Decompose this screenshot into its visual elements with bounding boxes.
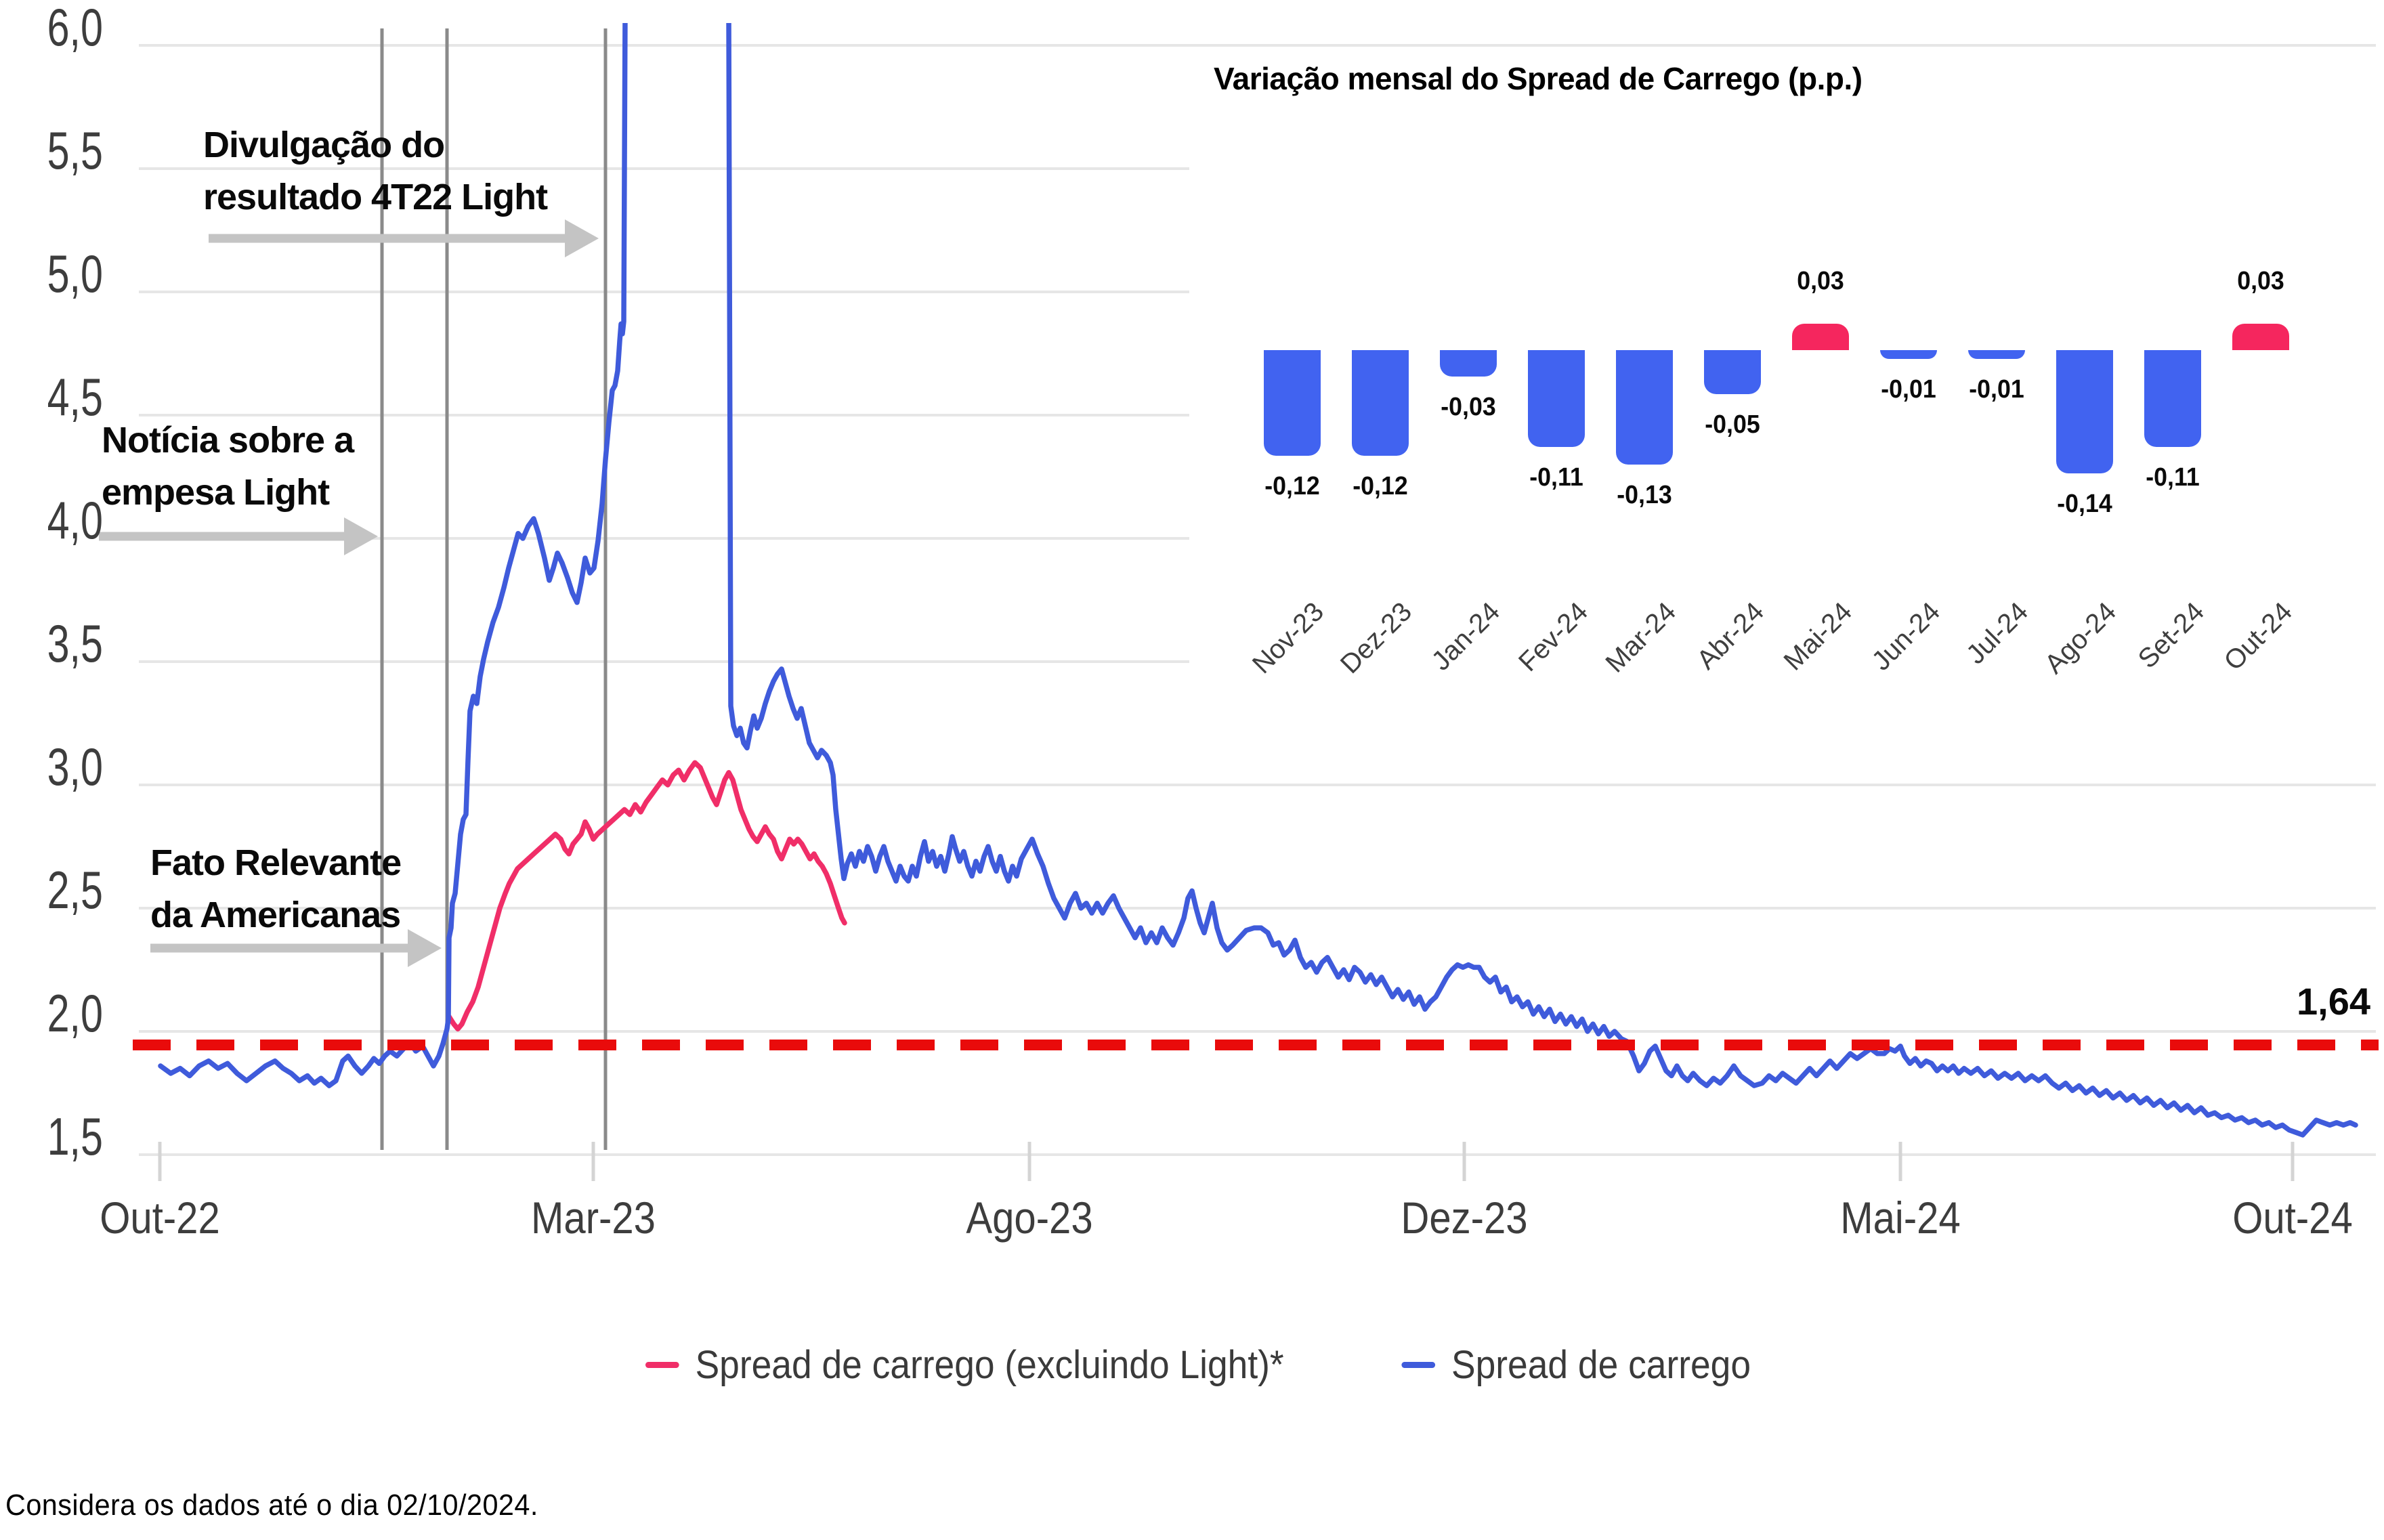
inset-month-label: Fev-24 [1512,597,1594,678]
inset-month-label: Ago-24 [2039,597,2123,680]
inset-month-label: Mar-24 [1600,597,1682,679]
y-axis-label: 6,0 [47,0,103,57]
x-axis-label: Mar-23 [531,1193,656,1243]
x-axis-label: Ago-23 [966,1193,1093,1243]
annotation-arrow-head [408,929,442,967]
inset-bar-Fev-24 [1528,350,1585,447]
annotation-line: Divulgação do [203,125,445,165]
y-axis-label: 4,0 [47,490,103,550]
inset-bar-Abr-24 [1704,350,1761,394]
legend-swatch-blue [1401,1362,1436,1368]
y-axis-label: 2,5 [47,860,103,920]
annotation-noticia-light: Notícia sobre a empesa Light [102,414,354,518]
inset-bar-Out-24 [2232,324,2289,350]
series-pink-excluding-light [446,760,847,1032]
inset-month-label: Set-24 [2132,597,2211,675]
annotation-divulgacao-4t22: Divulgação do resultado 4T22 Light [203,119,548,223]
inset-month-label: Jul-24 [1960,597,2035,670]
inset-bar-value-label: 0,03 [2237,267,2284,295]
y-axis-label: 4,5 [47,367,103,427]
y-axis-label: 5,0 [47,244,103,303]
annotation-line: da Americanas [150,894,401,935]
inset-bar-Set-24 [2144,350,2201,447]
inset-chart-title: Variação mensal do Spread de Carrego (p.… [1214,61,1862,96]
legend-label: Spread de carrego (excluindo Light)* [696,1343,1285,1387]
inset-bar-Nov-23 [1264,350,1321,456]
annotation-arrow-head [344,517,378,555]
inset-month-label: Nov-23 [1246,597,1330,680]
inset-bar-Ago-24 [2056,350,2113,473]
annotation-fato-relevante: Fato Relevante da Americanas [150,837,402,941]
inset-bar-Dez-23 [1352,350,1409,456]
y-axis-label: 3,5 [47,614,103,673]
inset-bar-Jul-24 [1968,350,2025,359]
inset-bar-value-label: -0,01 [1969,375,2024,404]
inset-bar-value-label: -0,14 [2057,490,2112,518]
inset-bar-value-label: -0,11 [2146,463,2200,492]
inset-bar-chart-panel: Variação mensal do Spread de Carrego (p.… [1189,51,2384,779]
annotation-arrow-head [565,219,599,257]
inset-bar-value-label: 0,03 [1797,267,1844,295]
inset-bar-value-label: -0,11 [1529,463,1583,492]
inset-bar-value-label: -0,01 [1881,375,1936,404]
annotation-line: empesa Light [102,471,330,513]
x-axis-label: Out-24 [2232,1193,2353,1243]
inset-month-label: Jun-24 [1866,597,1946,677]
x-axis-label: Out-22 [100,1193,220,1243]
legend-item-spread: Spread de carrego [1401,1342,1751,1388]
reference-value-label: 1,64 [2297,980,2370,1023]
inset-bar-value-label: -0,12 [1264,472,1320,500]
legend: Spread de carrego (excluindo Light)* Spr… [0,1342,2384,1388]
inset-month-label: Out-24 [2218,597,2299,677]
inset-bar-Jun-24 [1880,350,1937,359]
y-axis-label: 2,0 [47,983,103,1043]
inset-bar-value-label: -0,03 [1441,393,1496,421]
annotation-line: Notícia sobre a [102,420,354,461]
inset-bar-Mai-24 [1792,324,1849,350]
y-axis-label: 3,0 [47,737,103,796]
inset-bar-Jan-24 [1440,350,1497,377]
x-axis-label: Mai-24 [1840,1193,1961,1243]
inset-bars: -0,12 Nov-23 -0,12 Dez-23 -0,03 Jan-24 -0,11 Fe… [1189,51,2384,779]
legend-item-excluding-light: Spread de carrego (excluindo Light)* [645,1342,1284,1388]
inset-bar-value-label: -0,13 [1617,481,1672,509]
x-axis-label: Dez-23 [1401,1193,1528,1243]
inset-month-label: Abr-24 [1691,597,1770,676]
inset-month-label: Dez-23 [1334,597,1418,680]
inset-bar-value-label: -0,05 [1705,410,1760,439]
annotation-line: Fato Relevante [150,842,402,883]
legend-swatch-pink [645,1362,680,1368]
y-axis-label: 5,5 [47,121,103,180]
inset-bar-Mar-24 [1616,350,1673,465]
inset-month-label: Mai-24 [1778,597,1858,677]
inset-month-label: Jan-24 [1426,597,1506,677]
y-axis-label: 1,5 [47,1107,103,1166]
legend-label: Spread de carrego [1451,1343,1751,1387]
inset-bar-value-label: -0,12 [1353,472,1408,500]
footnote: Considera os dados até o dia 02/10/2024. [5,1489,538,1522]
series-blue-spread [158,23,2358,1138]
annotation-line: resultado 4T22 Light [203,176,548,217]
